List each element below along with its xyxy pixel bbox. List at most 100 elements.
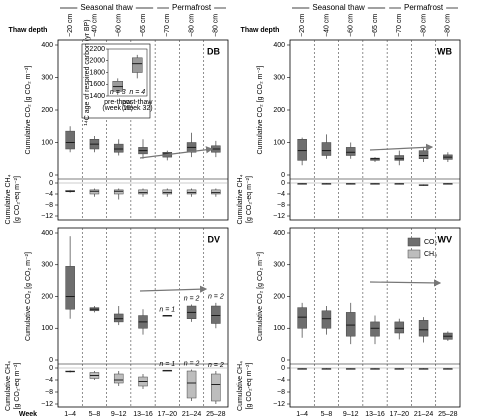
y-tick-label: 300 <box>41 74 53 81</box>
y2-tick-label: −4 <box>277 191 285 198</box>
x-axis-label: Week <box>19 411 37 418</box>
arrow <box>139 146 214 159</box>
inset-y-tick-label: 1600 <box>89 81 105 88</box>
y2-tick-label: −12 <box>41 401 53 408</box>
inset-y-axis-label: ¹⁴C age of respired carbon (yr BP) <box>84 19 91 125</box>
y2-tick-label: −12 <box>273 213 285 220</box>
y2-axis-label: [g CO₂-eq m⁻²] <box>246 363 253 410</box>
x-tick-label: 25–28 <box>438 411 458 418</box>
inset-y-tick-label: 2200 <box>89 46 105 53</box>
y2-tick-label: 0 <box>281 365 285 372</box>
depth-label: −65 cm <box>372 14 379 37</box>
box <box>113 313 124 323</box>
inset-category: post-thaw <box>122 99 153 106</box>
x-tick-label: 25–28 <box>206 411 226 418</box>
legend-label: CO₂ <box>424 239 438 246</box>
depth-title: Thaw depth <box>9 27 48 34</box>
box <box>113 143 124 153</box>
box <box>297 139 307 161</box>
panel-title: WV <box>438 234 453 244</box>
depth-title: Thaw depth <box>241 27 280 34</box>
y-tick-label: 200 <box>273 107 285 114</box>
x-tick-label: 17–20 <box>158 411 178 418</box>
depth-label: −20 cm <box>67 14 74 37</box>
arrow <box>369 143 434 151</box>
y-tick-label: 100 <box>273 325 285 332</box>
box <box>65 130 75 150</box>
depth-label: −20 cm <box>299 14 306 37</box>
y2-tick-label: −4 <box>45 191 53 198</box>
y2-axis-label: Cumulative CH₄ <box>237 361 244 411</box>
box <box>297 307 307 329</box>
panel-frame <box>57 39 229 221</box>
x-tick-label: 9–12 <box>111 411 127 418</box>
x-tick-label: 13–16 <box>365 411 385 418</box>
box <box>138 189 148 195</box>
y2-axis-label: Cumulative CH₄ <box>237 174 244 224</box>
box <box>186 189 197 195</box>
box <box>370 157 380 161</box>
inset-n-label: n = 3 <box>110 89 126 96</box>
box <box>113 189 124 195</box>
y-tick-label: 400 <box>273 230 285 237</box>
legend-label: CH₄ <box>424 251 437 258</box>
depth-label: −60 cm <box>116 14 123 37</box>
y2-axis-label: [g CO₂-eq m⁻²] <box>14 363 21 410</box>
y-tick-label: 0 <box>281 172 285 179</box>
panel-frame <box>57 227 229 408</box>
box <box>370 321 380 337</box>
x-tick-label: 5–8 <box>321 411 333 418</box>
depth-label: −80 cm <box>445 14 452 37</box>
y2-axis-label: [g CO₂-eq m⁻²] <box>14 176 21 223</box>
annotation: n = 2 <box>184 360 200 367</box>
annotation: n = 2 <box>184 295 200 302</box>
y2-tick-label: −8 <box>277 202 285 209</box>
arrow <box>369 279 442 287</box>
y-axis-label: Cumulative CO₂ [g CO₂ m⁻²] <box>25 66 32 155</box>
box <box>211 189 221 195</box>
depth-label: −70 cm <box>396 14 403 37</box>
annotation: n = 2 <box>208 294 224 301</box>
depth-label: −80 cm <box>188 14 195 37</box>
inset-category: pre-thaw <box>104 99 132 106</box>
inset-n-label: n = 4 <box>129 89 145 96</box>
legend-swatch <box>407 237 421 247</box>
y-tick-label: 0 <box>49 172 53 179</box>
y2-tick-label: −8 <box>45 389 53 396</box>
y2-tick-label: −8 <box>277 389 285 396</box>
inset-frame <box>81 43 151 119</box>
box <box>65 266 75 310</box>
box <box>186 370 197 399</box>
y-axis-label: Cumulative CO₂ [g CO₂ m⁻²] <box>25 252 32 341</box>
inset-category: (week 15) <box>102 105 133 112</box>
y-axis-label: Cumulative CO₂ [g CO₂ m⁻²] <box>257 252 264 341</box>
y-tick-label: 400 <box>273 42 285 49</box>
y-tick-label: 200 <box>41 293 53 300</box>
x-tick-label: 13–16 <box>133 411 153 418</box>
depth-label: −70 cm <box>164 14 171 37</box>
box <box>345 312 356 337</box>
box <box>211 305 221 324</box>
trend-arrows <box>139 143 442 293</box>
y-axis-label: Cumulative CO₂ [g CO₂ m⁻²] <box>257 66 264 155</box>
x-tick-label: 1–4 <box>64 411 76 418</box>
depth-label: −65 cm <box>140 14 147 37</box>
y-tick-label: 300 <box>273 74 285 81</box>
y-tick-label: 300 <box>273 262 285 269</box>
y2-tick-label: −4 <box>45 377 53 384</box>
box <box>132 57 143 73</box>
y-tick-label: 400 <box>41 42 53 49</box>
box <box>162 189 173 195</box>
depth-label: −40 cm <box>323 14 330 37</box>
box <box>321 142 332 156</box>
x-tick-label: 21–24 <box>414 411 434 418</box>
panel-title: WB <box>437 46 452 56</box>
box <box>321 310 332 329</box>
annotation: n = 1 <box>159 361 175 368</box>
depth-label: −60 cm <box>348 14 355 37</box>
box <box>418 320 429 337</box>
phase-label: Permafrost <box>172 3 212 12</box>
depth-label: −40 cm <box>91 14 98 37</box>
y2-axis-label: Cumulative CH₄ <box>5 361 12 411</box>
box <box>418 150 429 159</box>
